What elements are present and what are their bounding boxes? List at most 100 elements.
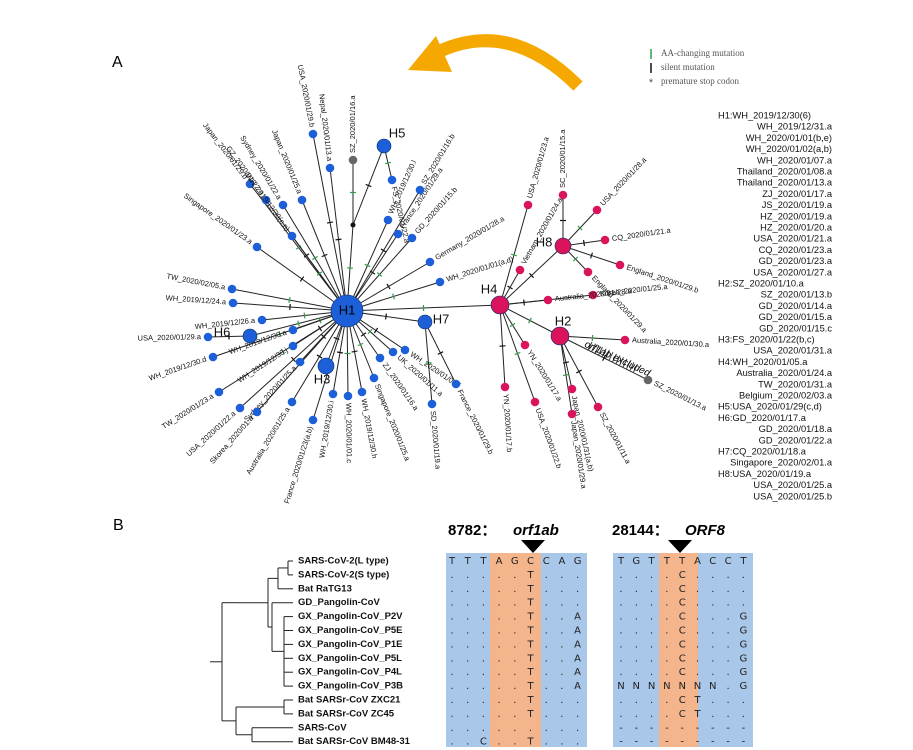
base: . — [727, 584, 730, 595]
haplotype-entry: ZJ_2020/01/17.a — [762, 189, 833, 199]
haplotype-entry: Australia_2020/01/24.a — [736, 368, 832, 378]
base: . — [466, 584, 469, 595]
base: . — [482, 653, 485, 664]
sequence-name: GX_Pangolin-CoV_P4L — [298, 667, 402, 678]
base: . — [466, 639, 469, 650]
sequence-name: Bat RaTG13 — [298, 583, 352, 594]
sample-label: USA_2020/01/29.b — [296, 64, 317, 128]
base: . — [450, 667, 453, 678]
base: . — [513, 612, 516, 623]
base: - — [619, 723, 623, 734]
base: . — [498, 653, 501, 664]
haplotype-entry: GD_2020/01/23.a — [759, 256, 833, 266]
mutation-tick — [373, 327, 379, 334]
base: . — [466, 681, 469, 692]
base: . — [482, 570, 485, 581]
base: A — [574, 612, 581, 623]
panel-label: B — [113, 517, 124, 534]
sample-label: France_2020/01/23(a,b) — [282, 425, 315, 505]
base: G — [740, 653, 748, 664]
legend-label: AA-changing mutation — [661, 48, 745, 58]
base: . — [482, 681, 485, 692]
haplotype-entry: USA_2020/01/25.a — [753, 480, 832, 490]
base: N — [617, 681, 624, 692]
haplotype-node — [330, 294, 364, 328]
base: . — [619, 695, 622, 706]
sample-node — [407, 233, 417, 243]
arrow — [408, 34, 583, 91]
base: T — [526, 584, 534, 595]
base: C — [679, 598, 686, 609]
sample-node — [278, 200, 288, 210]
haplotype-entry: GD_2020/01/15.a — [759, 312, 833, 322]
mutation-tick — [425, 362, 432, 364]
base: . — [513, 737, 516, 748]
base: . — [727, 681, 730, 692]
sample-node — [588, 290, 598, 300]
base: . — [727, 570, 730, 581]
sample-label: YN_2020/01/17.b — [501, 394, 514, 453]
mutation-tick — [598, 346, 603, 356]
base: . — [498, 570, 501, 581]
sample-label: England_2020/01/29.a — [590, 274, 649, 335]
base: . — [635, 612, 638, 623]
sample-node — [383, 215, 393, 225]
base: . — [466, 598, 469, 609]
sample-node — [357, 387, 367, 397]
base: . — [650, 584, 653, 595]
mutation-tick — [392, 293, 395, 300]
mutation-tick — [312, 255, 318, 261]
base: . — [450, 695, 453, 706]
haplotype-entry: Thailand_2020/01/13.a — [737, 178, 833, 188]
mutation-tick — [351, 350, 358, 353]
base: . — [450, 723, 453, 734]
base: T — [693, 695, 701, 706]
sample-node — [235, 403, 245, 413]
base: . — [513, 695, 516, 706]
base: . — [650, 612, 653, 623]
base: - — [650, 737, 654, 748]
base: . — [650, 598, 653, 609]
base: . — [665, 653, 668, 664]
sample-label: WH_2019/12/24.a — [165, 293, 227, 306]
base: A — [574, 681, 581, 692]
sample-node — [615, 260, 625, 270]
base: G — [740, 667, 748, 678]
base: . — [711, 626, 714, 637]
base: . — [560, 598, 563, 609]
mutation-tick — [629, 362, 635, 371]
haplotype-entry: TW_2020/01/31.a — [758, 379, 833, 389]
mutation-tick — [562, 373, 570, 377]
base: T — [526, 709, 534, 720]
base: T — [526, 695, 534, 706]
haplotype-entry: H6:GD_2020/01/17.a — [718, 413, 807, 423]
sample-node — [500, 382, 510, 392]
base: . — [513, 667, 516, 678]
base: . — [619, 598, 622, 609]
mutation-tick — [376, 272, 383, 277]
mutation-tick — [514, 351, 521, 356]
base: . — [727, 598, 730, 609]
mutation-tick — [572, 256, 579, 262]
sample-node — [387, 175, 397, 185]
sample-node — [393, 229, 403, 239]
sequence-name: GX_Pangolin-CoV_P5E — [298, 625, 403, 636]
base: . — [576, 598, 579, 609]
base: . — [727, 667, 730, 678]
base: A — [574, 653, 581, 664]
haplotype-entry: GD_2020/01/15.c — [759, 323, 832, 333]
base: N — [678, 681, 685, 692]
base: G — [740, 626, 748, 637]
mutation-tick — [316, 271, 323, 276]
base: . — [466, 723, 469, 734]
sample-node — [523, 200, 533, 210]
base: T — [526, 626, 534, 637]
sample-node — [325, 163, 335, 173]
haplotype-entry: H2:SZ_2020/01/10.a — [718, 278, 805, 288]
base: C — [679, 612, 686, 623]
haplotype-node — [317, 357, 335, 375]
base: . — [545, 612, 548, 623]
site-gene: orf1ab — [513, 522, 559, 539]
haplotype-entry: HZ_2020/01/19.a — [760, 211, 833, 221]
base: T — [526, 681, 534, 692]
